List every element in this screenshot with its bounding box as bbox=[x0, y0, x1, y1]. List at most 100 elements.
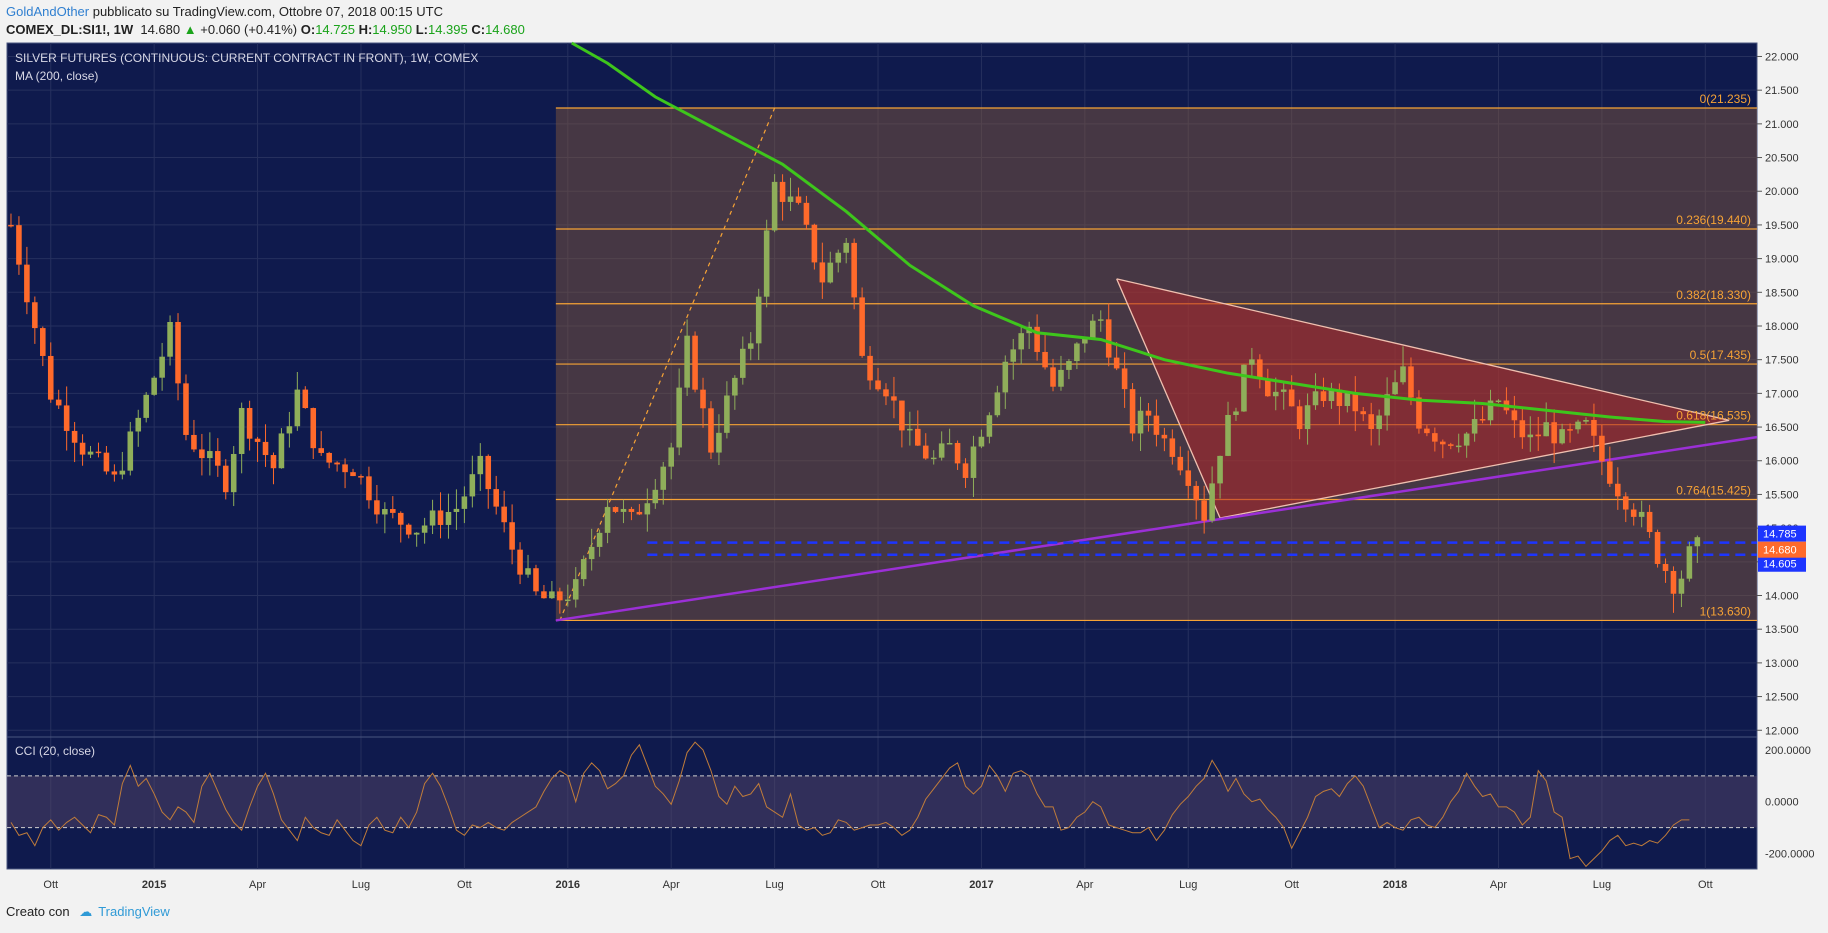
candle-body bbox=[79, 442, 86, 455]
candle-body bbox=[1320, 391, 1327, 402]
candle-body bbox=[1328, 389, 1335, 402]
candle-up bbox=[1527, 416, 1534, 452]
candle-down bbox=[246, 400, 253, 451]
cci-band bbox=[7, 775, 1757, 828]
tradingview-link[interactable]: TradingView bbox=[98, 904, 170, 919]
candle-body bbox=[103, 452, 110, 472]
candle-body bbox=[1249, 359, 1255, 365]
candle-body bbox=[1074, 343, 1080, 362]
candle-down bbox=[390, 496, 396, 519]
candle-body bbox=[199, 449, 205, 459]
candle-body bbox=[1607, 461, 1613, 484]
candle-body bbox=[63, 405, 70, 431]
candle-down bbox=[557, 587, 563, 614]
chart-canvas[interactable]: 0(21.235) 0.236(19.440) 0.382(18.330) 0.5(1… bbox=[0, 40, 1828, 900]
candle-body bbox=[509, 522, 515, 550]
symbol-line: COMEX_DL:SI1!, 1W 14.680 ▲ +0.060 (+0.41… bbox=[6, 21, 525, 39]
candle-body bbox=[342, 464, 348, 473]
candle-body bbox=[692, 335, 698, 390]
candle-body bbox=[119, 470, 126, 475]
candle-up bbox=[1559, 423, 1565, 445]
candle-down bbox=[517, 542, 523, 585]
candle-body bbox=[1121, 368, 1128, 390]
candle-down bbox=[1320, 377, 1327, 408]
candle-body bbox=[572, 579, 579, 600]
author-link[interactable]: GoldAndOther bbox=[6, 4, 90, 19]
candle-body bbox=[477, 455, 484, 475]
publish-line: GoldAndOther pubblicato su TradingView.c… bbox=[6, 3, 525, 21]
candle-up bbox=[946, 428, 953, 445]
level-tag bbox=[1758, 525, 1806, 542]
publish-info: pubblicato su TradingView.com, Ottobre 0… bbox=[89, 4, 443, 19]
candle-up bbox=[684, 319, 690, 396]
candle-body bbox=[230, 453, 237, 493]
candle-up bbox=[747, 332, 754, 361]
candle-up bbox=[1082, 337, 1088, 353]
candle-up bbox=[87, 445, 94, 459]
candle-up bbox=[1495, 399, 1502, 404]
candle-down bbox=[1416, 390, 1422, 434]
candle-up bbox=[525, 554, 531, 578]
candle-up bbox=[1304, 393, 1311, 445]
candle-down bbox=[262, 424, 269, 467]
time-tick-label: Apr bbox=[1490, 879, 1507, 891]
price-tick-label: 15.500 bbox=[1765, 489, 1799, 501]
candle-body bbox=[1694, 537, 1701, 547]
candle-body bbox=[819, 262, 826, 283]
candle-body bbox=[270, 455, 277, 469]
candle-up bbox=[938, 431, 945, 461]
candle-down bbox=[40, 326, 46, 367]
candle-body bbox=[95, 451, 102, 454]
candle-body bbox=[517, 549, 523, 575]
time-tick-label: 2015 bbox=[142, 879, 166, 891]
candle-up bbox=[119, 451, 126, 480]
candle-body bbox=[1002, 361, 1009, 393]
candle-body bbox=[453, 508, 460, 512]
candle-up bbox=[278, 428, 285, 469]
candle-up bbox=[907, 411, 913, 446]
candle-down bbox=[437, 492, 444, 539]
price-tick-label: 17.000 bbox=[1765, 388, 1799, 400]
candle-down bbox=[1153, 399, 1160, 447]
candle-body bbox=[922, 445, 929, 459]
candle-down bbox=[1646, 504, 1653, 538]
candle-body bbox=[461, 496, 468, 509]
candle-up bbox=[1344, 392, 1351, 413]
candle-up bbox=[413, 532, 420, 547]
candle-up bbox=[668, 442, 674, 480]
candle-body bbox=[1670, 570, 1677, 594]
candle-down bbox=[1050, 358, 1056, 392]
candle-down bbox=[851, 238, 857, 310]
fib-labels: 0(21.235) 0.236(19.440) 0.382(18.330) 0.5(1… bbox=[1676, 92, 1751, 618]
cci-pane[interactable] bbox=[7, 741, 1757, 868]
candle-body bbox=[1145, 410, 1152, 416]
candle-down bbox=[1511, 395, 1518, 438]
candle-body bbox=[1654, 532, 1661, 564]
candle-body bbox=[1169, 438, 1176, 457]
candle-body bbox=[1646, 511, 1653, 533]
candle-up bbox=[1217, 455, 1223, 499]
candle-down bbox=[1567, 423, 1573, 443]
candle-body bbox=[1336, 389, 1343, 407]
close-label: C: bbox=[471, 22, 486, 37]
candle-body bbox=[700, 389, 706, 409]
candle-down bbox=[1145, 402, 1152, 432]
candle-down bbox=[1662, 558, 1669, 583]
support-trendline[interactable] bbox=[555, 435, 1758, 622]
candle-body bbox=[915, 428, 921, 446]
candle-down bbox=[270, 452, 277, 485]
candle-body bbox=[1265, 378, 1271, 397]
candle-body bbox=[397, 512, 404, 525]
candle-down bbox=[1654, 529, 1661, 568]
candle-body bbox=[1272, 391, 1279, 397]
triangle-pattern[interactable] bbox=[1116, 278, 1730, 519]
candle-down bbox=[111, 464, 118, 482]
candle-up bbox=[1543, 402, 1549, 437]
candle-body bbox=[1432, 433, 1438, 442]
candle-body bbox=[1408, 366, 1414, 398]
candle-up bbox=[1058, 355, 1064, 391]
candle-down bbox=[63, 386, 70, 451]
price-pane[interactable]: 0(21.235) 0.236(19.440) 0.382(18.330) 0.5(1… bbox=[8, 41, 1758, 622]
candle-up bbox=[294, 372, 301, 431]
candle-down bbox=[1360, 406, 1367, 422]
